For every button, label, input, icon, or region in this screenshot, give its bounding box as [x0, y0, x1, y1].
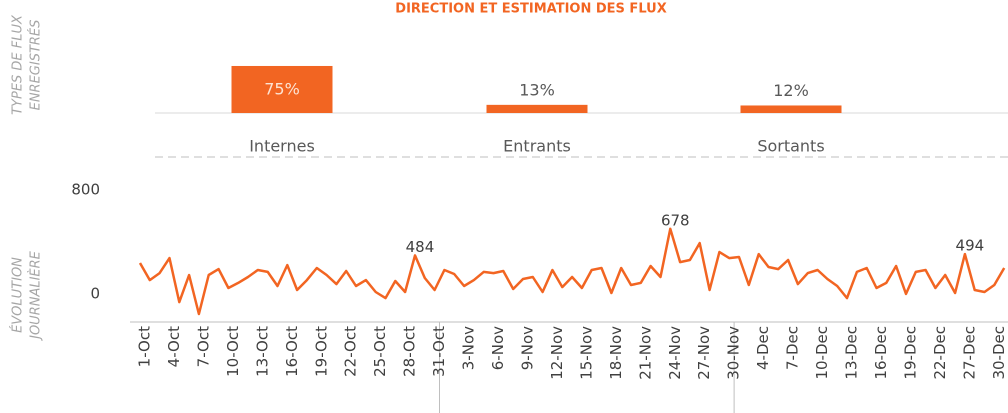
x-tick-label: 3-Nov — [460, 326, 478, 370]
x-tick-label: 27-Dec — [960, 326, 978, 380]
y-label-line: TYPES DE FLUX — [11, 14, 26, 115]
x-tick: 24-Nov — [666, 326, 684, 380]
x-tick: 13-Oct — [253, 326, 271, 377]
chart-title: DIRECTION ET ESTIMATION DES FLUX — [395, 2, 666, 17]
data-label: 494 — [956, 237, 985, 255]
y-label-line: JOURNALIÈRE — [28, 250, 44, 342]
value-label: 13% — [519, 80, 555, 99]
x-tick-label: 19-Oct — [312, 326, 330, 377]
x-tick: 16-Dec — [872, 326, 890, 380]
x-tick-label: 16-Dec — [872, 326, 890, 380]
x-tick-label: 6-Nov — [489, 326, 507, 370]
x-tick-label: 4-Oct — [165, 326, 183, 367]
x-tick: 19-Dec — [901, 326, 919, 380]
x-tick-label: 19-Dec — [901, 326, 919, 380]
x-tick: 31-Oct — [430, 326, 448, 377]
x-tick: 6-Nov — [489, 326, 507, 370]
x-tick: 16-Oct — [283, 326, 301, 377]
x-tick-label: 24-Nov — [666, 326, 684, 380]
y-label-line: ÉVOLUTION — [10, 257, 26, 333]
x-tick: 9-Nov — [518, 326, 536, 370]
x-tick-label: 7-Oct — [194, 326, 212, 367]
x-tick-label: 18-Nov — [607, 326, 625, 380]
x-tick-label: 13-Dec — [843, 326, 861, 380]
x-tick-label: 1-Oct — [136, 326, 154, 367]
x-tick: 15-Nov — [577, 326, 595, 380]
x-tick: 30-Nov — [725, 326, 743, 380]
y-label: ÉVOLUTION JOURNALIÈRE — [10, 250, 44, 342]
x-tick-label: 30-Nov — [725, 326, 743, 380]
x-tick: 18-Nov — [607, 326, 625, 380]
bar — [231, 65, 333, 113]
x-tick: 4-Oct — [165, 326, 183, 367]
x-tick-label: 15-Nov — [577, 326, 595, 380]
x-tick-label: 13-Oct — [253, 326, 271, 377]
x-tick-label: 16-Oct — [283, 326, 301, 377]
x-tick-label: 31-Oct — [430, 326, 448, 377]
data-label: 678 — [661, 211, 690, 229]
x-tick-label: 12-Nov — [548, 326, 566, 380]
x-tick: 30-Dec — [990, 326, 1008, 380]
y-tick-label: 800 — [71, 181, 100, 199]
x-tick-label: Internes — [249, 137, 315, 156]
x-tick-label: 9-Nov — [518, 326, 536, 370]
x-tick-label: Sortants — [757, 137, 824, 156]
x-tick: 13-Dec — [843, 326, 861, 380]
x-tick-label: 21-Nov — [636, 326, 654, 380]
y-label: TYPES DE FLUX ENREGISTRÉS — [11, 14, 44, 115]
x-tick-label: 22-Dec — [931, 326, 949, 380]
x-tick: 27-Nov — [695, 326, 713, 380]
value-label: 75% — [264, 79, 300, 98]
x-tick: 19-Oct — [312, 326, 330, 377]
x-tick: 22-Oct — [342, 326, 360, 377]
data-label: 484 — [406, 238, 435, 256]
x-tick-label: 30-Dec — [990, 326, 1008, 380]
x-tick: 27-Dec — [960, 326, 978, 380]
x-tick-label: 7-Dec — [784, 326, 802, 370]
x-tick-label: 22-Oct — [342, 326, 360, 377]
x-tick: 28-Oct — [401, 326, 419, 377]
x-tick-label: 27-Nov — [695, 326, 713, 380]
value-label: 12% — [773, 81, 809, 100]
x-tick-label: 10-Oct — [224, 326, 242, 377]
line-series — [138, 227, 1006, 316]
y-tick-label: 0 — [90, 285, 100, 303]
bar — [740, 105, 842, 113]
x-tick: 22-Dec — [931, 326, 949, 380]
x-tick-label: 28-Oct — [401, 326, 419, 377]
y-label-line: ENREGISTRÉS — [28, 20, 44, 111]
x-tick: 10-Oct — [224, 326, 242, 377]
x-tick: 7-Dec — [784, 326, 802, 370]
x-tick: 3-Nov — [460, 326, 478, 370]
x-tick: 25-Oct — [371, 326, 389, 377]
x-tick: 21-Nov — [636, 326, 654, 380]
x-tick-label: 25-Oct — [371, 326, 389, 377]
x-tick: 7-Oct — [194, 326, 212, 367]
x-tick: 1-Oct — [136, 326, 154, 367]
x-tick: 10-Dec — [813, 326, 831, 380]
x-tick-label: Entrants — [503, 137, 571, 156]
x-tick-label: 10-Dec — [813, 326, 831, 380]
bar — [486, 104, 588, 113]
x-tick-label: 4-Dec — [754, 326, 772, 370]
x-tick: 12-Nov — [548, 326, 566, 380]
x-tick: 4-Dec — [754, 326, 772, 370]
